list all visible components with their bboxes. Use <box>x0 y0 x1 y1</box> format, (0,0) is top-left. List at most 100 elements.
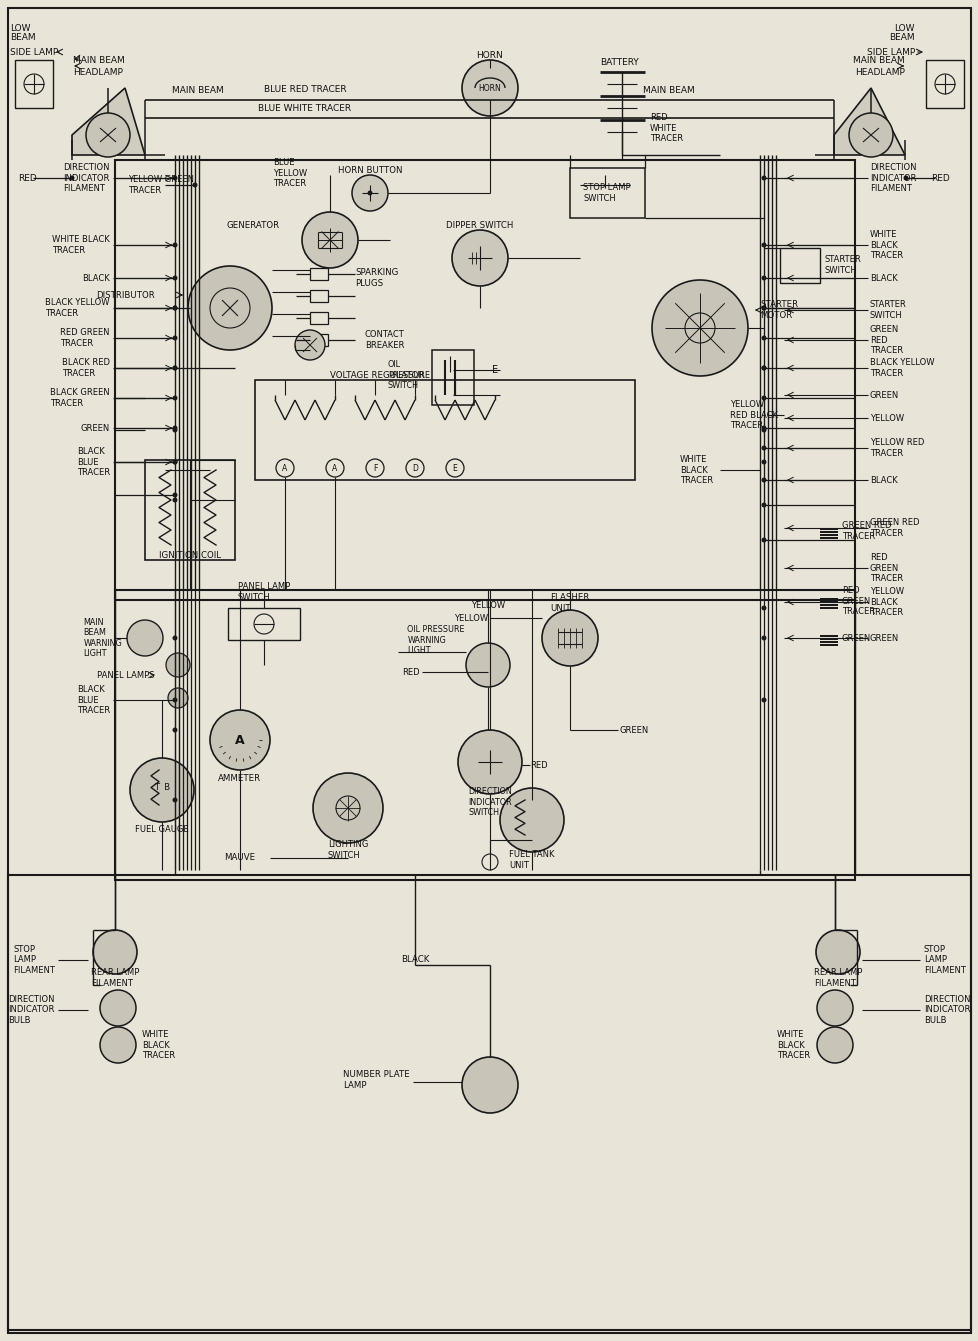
Bar <box>310 268 328 280</box>
Circle shape <box>193 182 198 188</box>
Text: DIRECTION
INDICATOR
SWITCH: DIRECTION INDICATOR SWITCH <box>467 787 511 817</box>
Circle shape <box>172 728 177 732</box>
Bar <box>925 60 963 109</box>
Text: T  B: T B <box>154 783 170 791</box>
Text: OIL
PRESSURE
SWITCH: OIL PRESSURE SWITCH <box>387 361 429 390</box>
Text: GREEN RED
TRACER: GREEN RED TRACER <box>841 522 891 540</box>
Circle shape <box>761 396 766 401</box>
Text: RED
GREEN
TRACER: RED GREEN TRACER <box>869 552 902 583</box>
Text: HEADLAMP: HEADLAMP <box>73 67 123 76</box>
Circle shape <box>458 730 521 794</box>
Circle shape <box>172 306 177 311</box>
Circle shape <box>172 798 177 802</box>
Circle shape <box>651 280 747 375</box>
Text: RED: RED <box>402 668 420 676</box>
Text: FUEL GAUGE: FUEL GAUGE <box>135 826 189 834</box>
Text: DIRECTION
INDICATOR
BULB: DIRECTION INDICATOR BULB <box>923 995 969 1025</box>
Bar <box>820 644 837 646</box>
Bar <box>228 607 299 640</box>
Text: BEAM: BEAM <box>10 32 35 42</box>
Text: MAIN BEAM: MAIN BEAM <box>643 86 694 94</box>
Circle shape <box>127 620 162 656</box>
Text: STARTER
SWITCH: STARTER SWITCH <box>824 255 861 275</box>
Text: A: A <box>333 464 337 472</box>
Text: STOP
LAMP
FILAMENT: STOP LAMP FILAMENT <box>923 945 965 975</box>
Circle shape <box>172 366 177 370</box>
Circle shape <box>462 1057 517 1113</box>
Bar <box>15 60 53 109</box>
Circle shape <box>172 460 177 464</box>
Text: STARTER
MOTOR: STARTER MOTOR <box>759 300 797 319</box>
Text: BLACK: BLACK <box>400 956 428 964</box>
Text: HORN BUTTON: HORN BUTTON <box>337 165 402 174</box>
Bar <box>114 590 854 880</box>
Circle shape <box>817 1027 852 1063</box>
Text: BLUE
YELLOW
TRACER: BLUE YELLOW TRACER <box>273 158 307 188</box>
Text: MAIN
BEAM
WARNING
LIGHT: MAIN BEAM WARNING LIGHT <box>83 618 122 658</box>
Circle shape <box>93 931 137 974</box>
Text: GREEN
RED
TRACER: GREEN RED TRACER <box>869 325 902 355</box>
Text: GREEN: GREEN <box>80 424 110 433</box>
Circle shape <box>172 335 177 341</box>
Circle shape <box>168 688 188 708</box>
Text: D: D <box>412 464 418 472</box>
Bar <box>820 638 837 640</box>
Circle shape <box>172 636 177 641</box>
Circle shape <box>69 176 74 181</box>
Text: REAR LAMP
FILAMENT: REAR LAMP FILAMENT <box>813 968 862 988</box>
Text: GREEN: GREEN <box>869 633 899 642</box>
Circle shape <box>761 477 766 483</box>
Text: PANEL LAMPS: PANEL LAMPS <box>98 670 155 680</box>
Text: GREEN: GREEN <box>841 633 870 642</box>
Circle shape <box>761 606 766 610</box>
Text: YELLOW RED
TRACER: YELLOW RED TRACER <box>869 439 923 457</box>
Text: BLACK: BLACK <box>869 476 897 484</box>
Circle shape <box>188 266 272 350</box>
Circle shape <box>761 335 766 341</box>
Text: BATTERY: BATTERY <box>600 58 639 67</box>
Text: YELLOW GREEN
TRACER: YELLOW GREEN TRACER <box>128 176 194 194</box>
Circle shape <box>100 990 136 1026</box>
Text: DIRECTION
INDICATOR
BULB: DIRECTION INDICATOR BULB <box>9 995 55 1025</box>
Circle shape <box>172 460 177 464</box>
Bar <box>310 312 328 325</box>
Text: NUMBER PLATE
LAMP: NUMBER PLATE LAMP <box>343 1070 410 1090</box>
Text: RED: RED <box>529 760 547 770</box>
Circle shape <box>210 709 270 770</box>
Circle shape <box>848 113 892 157</box>
Text: BLACK YELLOW
TRACER: BLACK YELLOW TRACER <box>45 298 110 318</box>
Text: YELLOW
BLACK
TRACER: YELLOW BLACK TRACER <box>869 587 904 617</box>
Text: DIPPER SWITCH: DIPPER SWITCH <box>446 220 513 229</box>
Bar <box>310 290 328 302</box>
Text: GREEN: GREEN <box>869 390 899 400</box>
Circle shape <box>761 697 766 703</box>
Circle shape <box>172 425 177 430</box>
Bar <box>820 601 837 603</box>
Circle shape <box>761 306 766 311</box>
Text: BLACK: BLACK <box>82 274 110 283</box>
Text: BLACK: BLACK <box>869 274 897 283</box>
Text: STOP LAMP
SWITCH: STOP LAMP SWITCH <box>583 184 630 202</box>
Text: A: A <box>282 464 288 472</box>
Text: BLACK YELLOW
TRACER: BLACK YELLOW TRACER <box>869 358 934 378</box>
Text: CONTACT
BREAKER: CONTACT BREAKER <box>365 330 404 350</box>
Text: DIRECTION
INDICATOR
FILAMENT: DIRECTION INDICATOR FILAMENT <box>64 164 110 193</box>
Text: STOP
LAMP
FILAMENT: STOP LAMP FILAMENT <box>13 945 55 975</box>
Text: F: F <box>373 464 377 472</box>
Text: WHITE
BLACK
TRACER: WHITE BLACK TRACER <box>680 455 712 485</box>
Text: WHITE
BLACK
TRACER: WHITE BLACK TRACER <box>869 231 902 260</box>
Polygon shape <box>72 89 145 156</box>
Text: FUEL TANK
UNIT: FUEL TANK UNIT <box>509 850 555 870</box>
Circle shape <box>172 498 177 503</box>
Text: MAIN BEAM: MAIN BEAM <box>853 55 904 64</box>
Circle shape <box>761 366 766 370</box>
Circle shape <box>903 176 908 181</box>
Circle shape <box>172 697 177 703</box>
Circle shape <box>100 1027 136 1063</box>
Circle shape <box>761 636 766 641</box>
Text: BLACK GREEN
TRACER: BLACK GREEN TRACER <box>50 389 110 408</box>
Polygon shape <box>833 89 904 156</box>
Circle shape <box>462 60 517 117</box>
Circle shape <box>761 538 766 543</box>
Bar <box>820 531 837 532</box>
